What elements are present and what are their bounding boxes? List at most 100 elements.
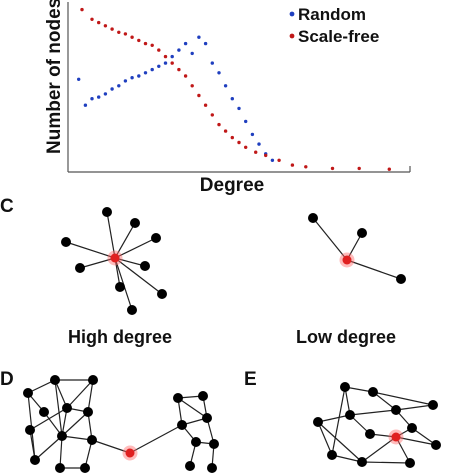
hub-node [391, 432, 401, 442]
network-node [405, 458, 415, 468]
panel-letter-d: D [0, 369, 14, 390]
edge [61, 411, 89, 437]
network-node [185, 461, 195, 471]
data-point-scale-free [254, 150, 258, 154]
network-node [173, 393, 183, 403]
data-point-scale-free [230, 135, 234, 140]
data-point-random [177, 48, 181, 52]
edge [66, 379, 94, 409]
network-node [61, 237, 71, 247]
hub-node [110, 253, 120, 263]
network-node [30, 455, 40, 465]
high-degree-network [61, 207, 167, 315]
network-node [115, 282, 125, 292]
data-point-scale-free [217, 122, 221, 127]
edge [114, 257, 146, 267]
data-point-random [117, 84, 121, 88]
data-point-random [197, 35, 201, 39]
degree-distribution-chart: Number of nodes Degree Random Scale-free [44, 0, 411, 196]
caption-high-degree: High degree [68, 327, 172, 347]
edge [317, 421, 363, 463]
bridge-network [23, 375, 219, 473]
data-point-scale-free [223, 129, 228, 133]
network-node [127, 305, 137, 315]
network-node [75, 263, 85, 273]
edge [54, 379, 63, 437]
edge [54, 379, 68, 409]
x-axis-title: Degree [200, 175, 264, 196]
data-point-scale-free [290, 163, 295, 167]
network-node [177, 420, 187, 430]
edge [312, 217, 348, 261]
edge [34, 435, 63, 461]
low-degree-network [308, 213, 406, 284]
legend-marker-random [289, 11, 295, 17]
edge [317, 421, 333, 456]
data-point-random [110, 87, 114, 91]
network-node [157, 289, 167, 299]
data-point-scale-free [237, 140, 241, 145]
data-point-random [250, 132, 255, 137]
data-point-random [150, 67, 154, 72]
data-point-scale-free [190, 84, 194, 88]
data-point-random [237, 106, 241, 111]
edge [29, 429, 36, 461]
network-node [83, 407, 93, 417]
data-point-random [217, 71, 221, 75]
edge [395, 404, 434, 411]
bridge-edge [129, 424, 183, 454]
data-point-random [90, 97, 94, 101]
network-node [191, 437, 201, 447]
data-point-random [190, 51, 194, 56]
data-point-scale-free [357, 166, 361, 171]
bridge-edge [91, 439, 131, 454]
data-point-scale-free [197, 93, 201, 98]
data-point-random [203, 41, 208, 46]
edge [79, 257, 116, 269]
plot-points [77, 7, 391, 171]
data-point-scale-free [97, 20, 101, 25]
panel-letter-e: E [244, 369, 257, 390]
network-node [345, 410, 355, 420]
bridge-node [125, 448, 135, 458]
edge [349, 409, 397, 416]
network-node [140, 261, 150, 271]
network-node [130, 218, 140, 228]
data-point-scale-free [130, 35, 134, 39]
data-point-random [170, 54, 174, 59]
network-node [151, 233, 161, 243]
network-node [431, 440, 441, 450]
network-node [39, 407, 49, 417]
legend: Random Scale-free [289, 5, 379, 46]
data-point-random [123, 79, 128, 83]
network-node [80, 463, 90, 473]
edge [29, 407, 68, 431]
network-node [202, 413, 212, 423]
data-point-scale-free [163, 54, 168, 59]
data-point-scale-free [110, 27, 114, 31]
data-point-random [157, 64, 161, 69]
data-point-scale-free [143, 41, 148, 46]
data-point-scale-free [157, 48, 161, 52]
edge [331, 454, 363, 463]
edge [361, 436, 397, 463]
network-node [357, 457, 367, 467]
edge [114, 222, 136, 259]
edge [346, 232, 363, 261]
y-axis-title: Number of nodes [44, 0, 65, 154]
data-point-random [257, 142, 261, 146]
data-point-random [137, 74, 141, 78]
data-point-scale-free [277, 158, 281, 162]
data-point-scale-free [90, 17, 94, 21]
data-point-random [143, 71, 148, 75]
data-point-scale-free [170, 61, 174, 65]
edge [361, 461, 411, 464]
data-point-random [83, 103, 88, 107]
data-point-random [210, 61, 214, 65]
network-node [368, 387, 378, 397]
data-point-random [270, 158, 275, 162]
network-node [327, 450, 337, 460]
network-node [396, 274, 406, 284]
data-point-random [97, 95, 101, 99]
